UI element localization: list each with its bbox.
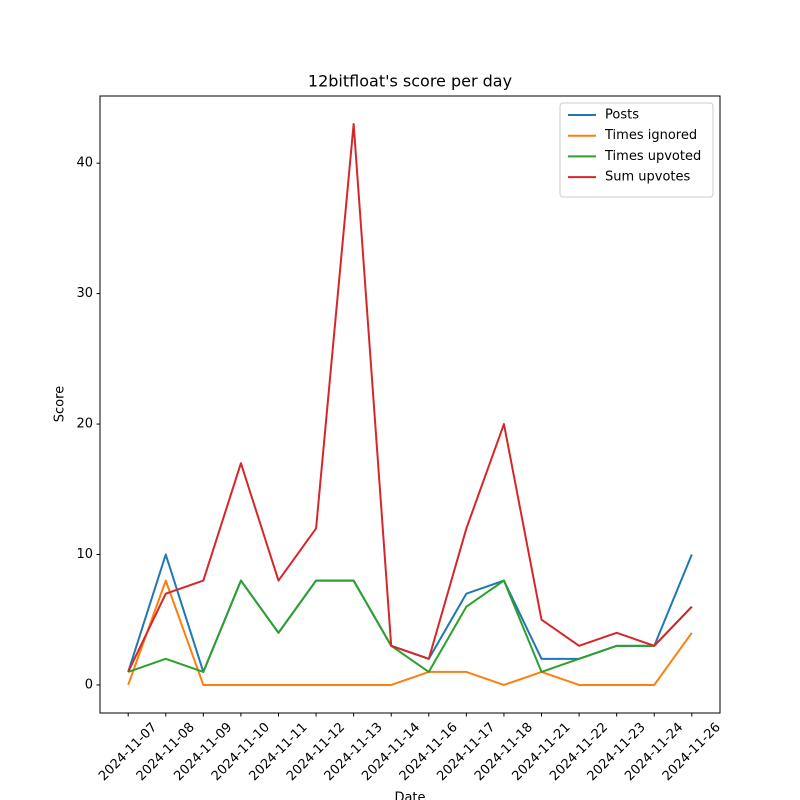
legend-label: Sum upvotes (605, 170, 691, 185)
y-axis-label: Score (53, 386, 68, 422)
legend-frame (559, 102, 714, 198)
axes-frame (99, 95, 721, 714)
y-tick-label: 20 (76, 417, 93, 432)
legend-label: Posts (605, 108, 639, 123)
series-line (127, 123, 693, 673)
legend-label: Times ignored (604, 128, 697, 143)
x-axis-label: Date (394, 791, 425, 800)
y-tick-label: 40 (76, 156, 93, 171)
y-tick-label: 10 (76, 547, 93, 562)
legend: Posts Times ignored Times upvoted Sum upvot… (559, 102, 714, 198)
series-line (127, 579, 693, 673)
series-line (127, 553, 693, 673)
chart-title: 12bitfloat's score per day (308, 72, 512, 91)
legend-label: Times upvoted (604, 149, 701, 164)
series-line (127, 579, 693, 686)
y-tick-label: 0 (85, 677, 93, 692)
y-tick-label: 30 (76, 286, 93, 301)
